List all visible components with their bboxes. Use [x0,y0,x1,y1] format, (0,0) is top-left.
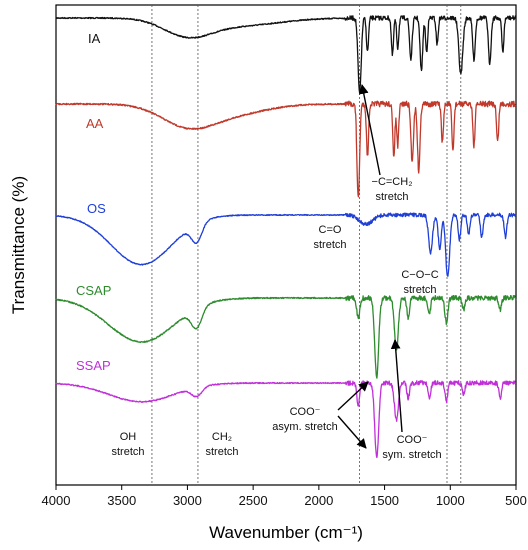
reference-lines [151,5,462,485]
x-tick-label-1500: 1500 [370,493,399,508]
series-label-ssap: SSAP [76,358,111,373]
y-axis-title: Transmittance (%) [9,176,28,314]
x-tick-label-1000: 1000 [436,493,465,508]
annotation-oh-line1: OH [120,431,137,443]
annotation-coc-line2: stretch [403,284,436,296]
annotation-ch2-line1: CH₂ [212,431,232,443]
arrow-sym [390,339,403,433]
annotation-co-line1: C=O [319,224,342,236]
x-tick-label-2000: 2000 [304,493,333,508]
x-tick-label-500: 500 [505,493,527,508]
x-tick-label-3000: 3000 [173,493,202,508]
annotation-coc-line1: C−O−C [401,269,438,281]
series-line-ia [55,15,517,94]
series-line-ssap [55,380,516,459]
x-axis-title: Wavenumber (cm⁻¹) [209,523,363,542]
annotation-co-line2: stretch [313,239,346,251]
plot-frame [55,4,517,486]
annotation-asym-line2: asym. stretch [272,421,337,433]
annotation-cch2-line1: −C=CH₂ [372,176,413,188]
arrow-cch2 [358,84,381,176]
x-tick-label-2500: 2500 [239,493,268,508]
series-line-aa [55,100,517,198]
annotation-oh-line2: stretch [111,446,144,458]
x-tick-label-3500: 3500 [107,493,136,508]
annotation-asym-line1: COO⁻ [290,406,321,418]
series-line-csap [55,294,517,379]
arrow-asym-ssap [337,415,367,449]
series-label-csap: CSAP [76,283,111,298]
x-axis-ticks: 4000 3500 3000 2500 2000 1500 1000 500 [42,485,527,508]
annotation-sym-line2: sym. stretch [382,449,441,461]
series-label-ia: IA [88,31,101,46]
series-label-os: OS [87,201,106,216]
annotation-cch2-line2: stretch [375,191,408,203]
annotation-sym-line1: COO⁻ [397,434,428,446]
arrow-asym-csap [337,381,369,411]
annotation-ch2-line2: stretch [205,446,238,458]
spectra-traces [55,15,517,459]
series-line-os [55,212,517,277]
x-tick-label-4000: 4000 [42,493,71,508]
series-label-aa: AA [86,116,104,131]
